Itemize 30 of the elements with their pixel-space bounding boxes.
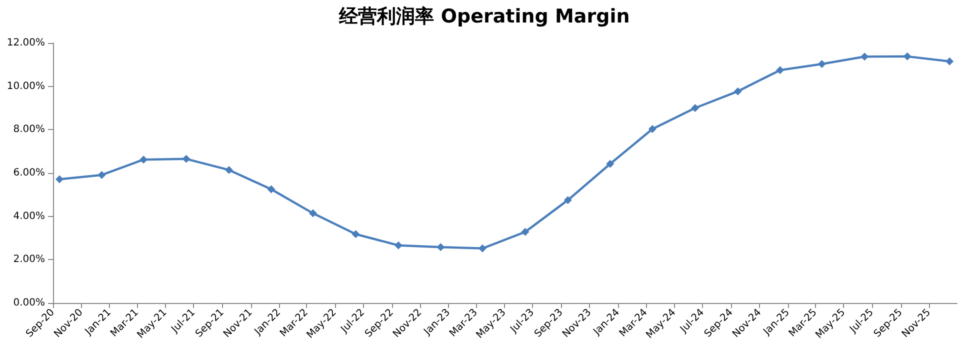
point (564, 196, 572, 204)
y-tick-label: 8.00% (13, 124, 45, 136)
point (352, 230, 360, 238)
point (521, 228, 530, 236)
point (436, 243, 445, 252)
y-tick-label: 12.00% (6, 38, 45, 48)
point (224, 166, 233, 174)
point (691, 104, 700, 112)
y-tick-label: 10.00% (6, 80, 45, 92)
point (182, 154, 190, 163)
point (818, 60, 826, 68)
chart-title: 经营利润率 Operating Margin (338, 6, 630, 28)
y-tick-label: 2.00% (13, 254, 45, 266)
point (860, 52, 869, 61)
point (606, 160, 614, 168)
point (98, 170, 106, 179)
point (140, 156, 148, 164)
point (56, 175, 64, 184)
point (478, 244, 486, 252)
point (267, 185, 276, 194)
y-tick-label: 6.00% (13, 168, 45, 178)
point (946, 57, 954, 66)
point (648, 125, 656, 134)
point (309, 209, 318, 218)
point (394, 241, 402, 250)
point (903, 52, 912, 60)
y-tick-label: 0.00% (13, 298, 45, 308)
point (776, 66, 784, 74)
point (734, 87, 742, 96)
y-tick-label: 4.00% (13, 210, 45, 222)
